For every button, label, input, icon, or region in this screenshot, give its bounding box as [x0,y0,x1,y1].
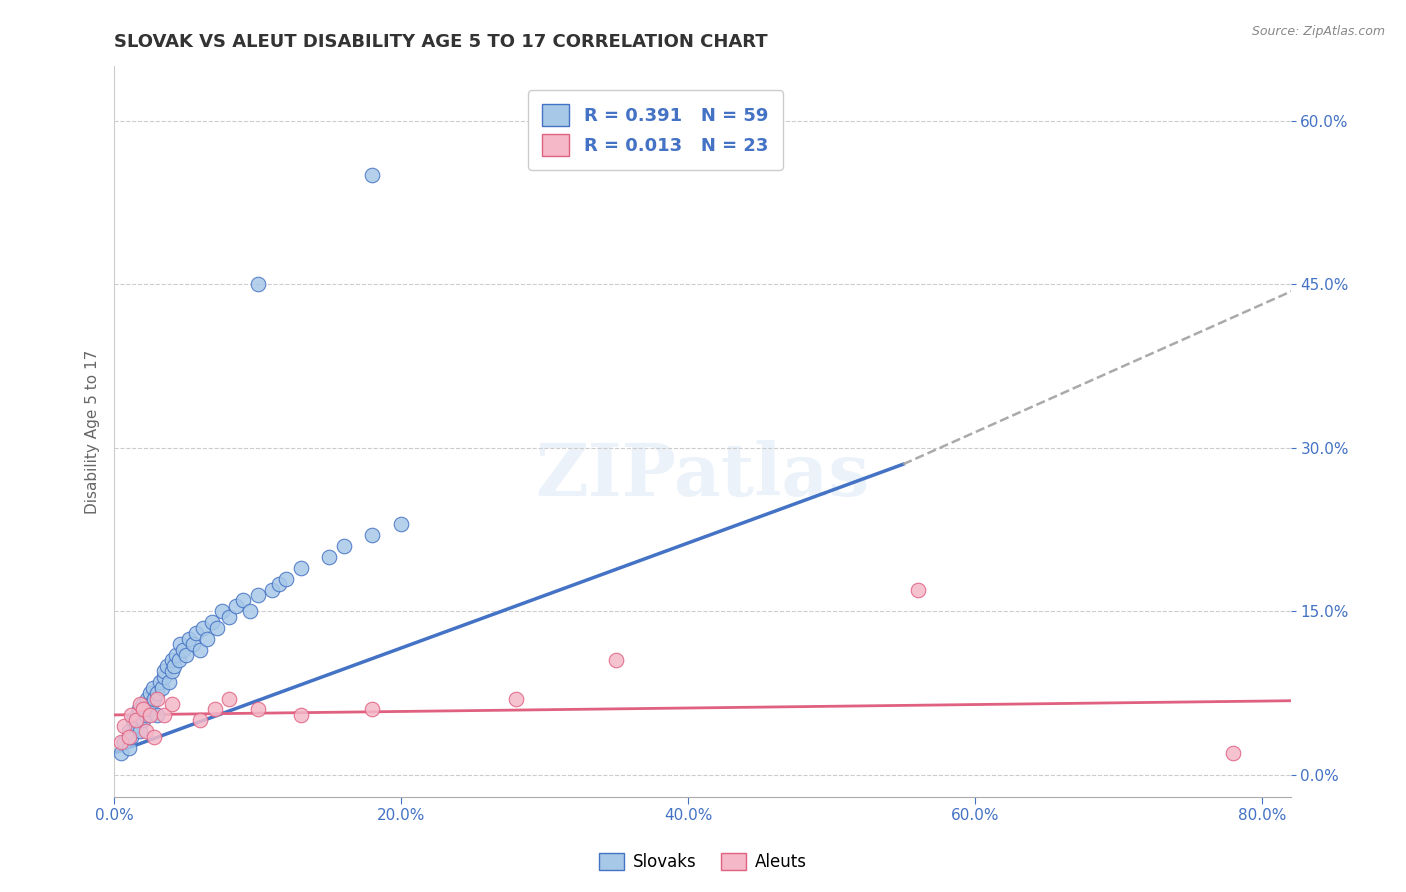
Point [160,653,183,667]
Point [120,730,142,744]
Point [117,730,139,744]
Point [276,572,298,586]
Point [605,653,627,667]
Point [225,599,247,613]
Legend: R = 0.391   N = 59, R = 0.013   N = 23: R = 0.391 N = 59, R = 0.013 N = 23 [527,90,783,170]
Point [389,517,412,532]
Point [160,665,183,679]
Point [129,697,152,711]
Point [127,707,149,722]
Point [361,528,384,542]
Point [201,615,224,630]
Point [246,588,269,602]
Point [121,714,143,728]
Point [191,621,214,635]
Point [332,539,354,553]
Point [269,577,291,591]
Text: Source: ZipAtlas.com: Source: ZipAtlas.com [1251,25,1385,38]
Point [149,675,172,690]
Point [232,593,254,607]
Point [150,681,173,695]
Point [1222,746,1244,760]
Point [135,707,157,722]
Point [143,691,166,706]
Point [156,658,179,673]
Point [197,632,219,646]
Point [143,730,166,744]
Point [290,560,312,574]
Point [146,691,169,706]
Point [204,702,226,716]
Point [361,169,384,183]
Point [153,665,176,679]
Point [172,642,194,657]
Point [505,691,527,706]
Point [128,702,150,716]
Y-axis label: Disability Age 5 to 17: Disability Age 5 to 17 [86,350,100,514]
Point [907,582,929,597]
Point [211,604,233,618]
Point [110,746,132,760]
Text: ZIPatlas: ZIPatlas [536,440,869,511]
Legend: Slovaks, Aleuts: Slovaks, Aleuts [591,845,815,880]
Point [138,702,160,716]
Point [120,707,142,722]
Point [132,714,155,728]
Point [181,637,204,651]
Point [139,686,162,700]
Point [135,724,157,739]
Point [146,686,169,700]
Point [157,675,180,690]
Point [117,724,139,739]
Point [218,691,240,706]
Point [290,707,312,722]
Point [139,707,162,722]
Point [177,632,200,646]
Point [129,724,152,739]
Point [207,621,229,635]
Point [136,691,159,706]
Point [188,642,211,657]
Point [132,702,155,716]
Point [165,648,187,662]
Point [146,707,169,722]
Point [125,719,148,733]
Point [110,735,132,749]
Point [153,670,176,684]
Point [218,609,240,624]
Point [117,740,139,755]
Point [125,714,148,728]
Text: SLOVAK VS ALEUT DISABILITY AGE 5 TO 17 CORRELATION CHART: SLOVAK VS ALEUT DISABILITY AGE 5 TO 17 C… [114,33,768,51]
Point [112,719,135,733]
Point [239,604,262,618]
Point [246,277,269,292]
Point [246,702,269,716]
Point [141,697,163,711]
Point [142,681,165,695]
Point [163,658,186,673]
Point [318,549,340,564]
Point [112,735,135,749]
Point [260,582,283,597]
Point [132,697,155,711]
Point [167,653,190,667]
Point [361,702,384,716]
Point [153,707,176,722]
Point [174,648,197,662]
Point [160,697,183,711]
Point [184,626,207,640]
Point [169,637,191,651]
Point [188,714,211,728]
